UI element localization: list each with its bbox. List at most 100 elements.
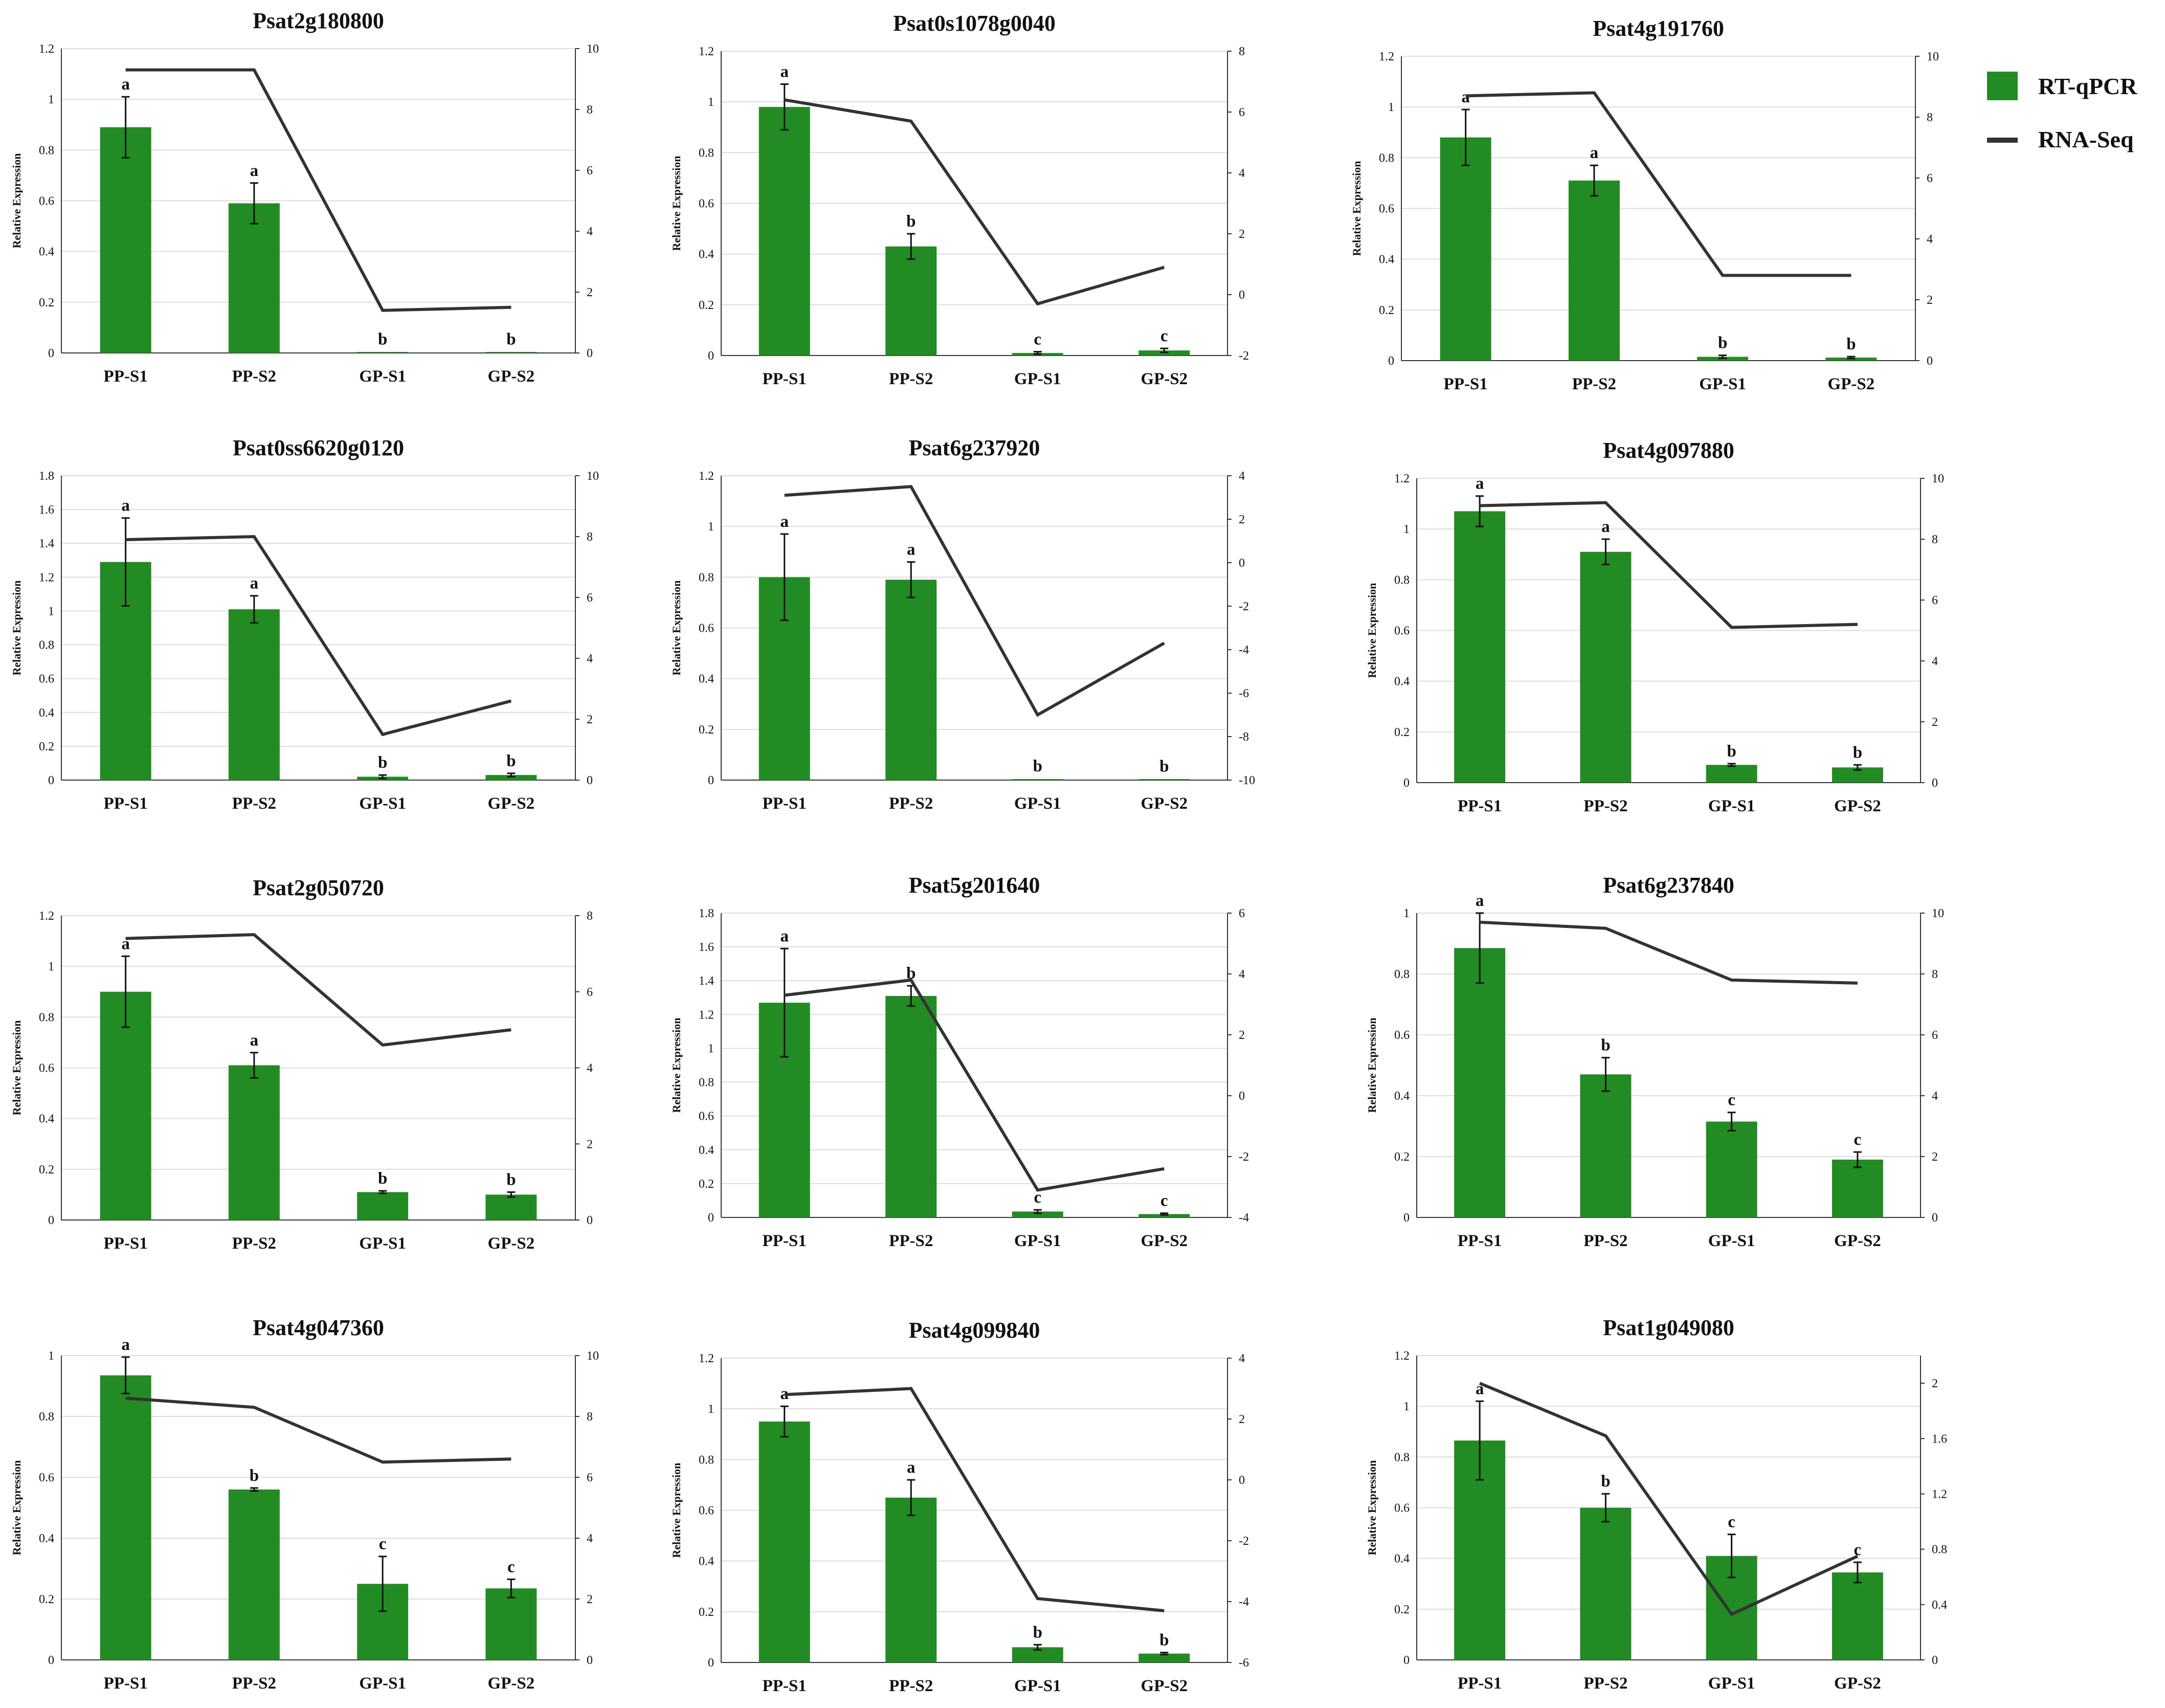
- bar: [1012, 779, 1063, 780]
- significance-label: b: [378, 330, 387, 349]
- y-tick-label: 0.8: [1394, 573, 1410, 587]
- y-tick-label: 0.6: [699, 1110, 714, 1123]
- y2-tick-label: 2: [1932, 1377, 1938, 1390]
- y2-tick-label: 1.2: [1932, 1488, 1947, 1501]
- chart-panel: Psat4g099840 0 0.2 0.4 0.6 0.8 1 1.2 -6 -4 -2 0 2 4 Re…: [670, 1318, 1249, 1695]
- significance-label: a: [1461, 88, 1470, 106]
- y-tick-label: 1.4: [39, 537, 54, 550]
- x-tick-label: GP-S2: [1834, 1674, 1881, 1693]
- significance-label: c: [379, 1535, 387, 1554]
- y-tick-label: 0.2: [699, 1178, 714, 1191]
- y2-tick-label: 0: [587, 1654, 593, 1667]
- chart-title: Psat4g047360: [253, 1315, 384, 1340]
- chart-title: Psat6g237840: [1603, 873, 1734, 898]
- y-tick-label: 0.2: [699, 723, 714, 737]
- y2-tick-label: 4: [1239, 968, 1245, 981]
- y-tick-label: 0.6: [39, 1062, 54, 1075]
- y2-tick-label: 2: [1927, 294, 1933, 307]
- y2-tick-label: 0: [1239, 1090, 1245, 1103]
- x-tick-label: PP-S1: [104, 794, 148, 813]
- x-tick-label: PP-S2: [232, 1674, 276, 1693]
- significance-label: b: [378, 753, 387, 772]
- chart-title: Psat0s1078g0040: [893, 11, 1056, 36]
- significance-label: a: [780, 513, 789, 531]
- x-tick-label: PP-S2: [1583, 797, 1627, 815]
- y2-tick-label: 6: [1927, 172, 1933, 185]
- y-tick-label: 0.4: [39, 246, 54, 259]
- y-tick-label: 0: [708, 1656, 714, 1670]
- x-tick-label: PP-S2: [1583, 1674, 1627, 1693]
- y2-tick-label: 0.8: [1932, 1543, 1947, 1557]
- bar: [228, 203, 280, 353]
- y-tick-label: 1.2: [699, 1352, 714, 1365]
- bar: [885, 1497, 937, 1662]
- y-axis-label: Relative Expression: [1366, 1460, 1378, 1556]
- bar: [1706, 765, 1757, 783]
- y2-tick-label: 0: [1927, 354, 1933, 368]
- y2-tick-label: -8: [1239, 730, 1249, 744]
- y2-tick-label: 1.6: [1932, 1432, 1947, 1446]
- significance-label: c: [1034, 330, 1041, 349]
- x-tick-label: GP-S2: [488, 1234, 535, 1253]
- rna-seq-line: [784, 485, 1165, 717]
- x-tick-label: GP-S1: [1014, 1677, 1061, 1695]
- y-tick-label: 1: [1403, 1400, 1410, 1413]
- y2-tick-label: 2: [1239, 1029, 1245, 1042]
- y-tick-label: 0.6: [699, 1504, 714, 1518]
- y2-tick-label: 2: [1932, 716, 1938, 729]
- y-tick-label: 0.2: [699, 299, 714, 312]
- rna-seq-line: [1479, 1382, 1859, 1616]
- significance-label: b: [506, 1170, 516, 1189]
- bar: [357, 1192, 409, 1220]
- y2-tick-label: 6: [1932, 1029, 1938, 1042]
- y-tick-label: 0.6: [699, 197, 714, 211]
- y-tick-label: 1: [708, 520, 714, 534]
- y-tick-label: 1: [48, 1349, 54, 1363]
- x-tick-label: GP-S1: [1708, 1674, 1755, 1693]
- y-tick-label: 1.2: [1394, 1349, 1410, 1363]
- significance-label: a: [121, 1336, 130, 1354]
- chart-panel: Psat2g050720 0 0.2 0.4 0.6 0.8 1 1.2 0 2 4 6 8 Relati…: [10, 875, 593, 1253]
- y-tick-label: 0: [1403, 777, 1410, 790]
- y-axis-label: Relative Expression: [670, 1463, 683, 1558]
- y2-tick-label: 4: [1927, 233, 1933, 246]
- bar: [758, 1421, 810, 1662]
- chart-title: Psat6g237920: [909, 435, 1040, 460]
- y2-tick-label: 0: [587, 774, 593, 787]
- y-tick-label: 1.4: [699, 974, 714, 988]
- chart-panel: Psat1g049080 0 0.2 0.4 0.6 0.8 1 1.2 0 0.4 0.8 1.2 1…: [1366, 1315, 1947, 1693]
- y2-tick-label: 8: [1932, 968, 1938, 981]
- y-axis-label: Relative Expression: [670, 1018, 683, 1113]
- y-tick-label: 0.8: [1379, 151, 1394, 165]
- y-tick-label: 0: [708, 349, 714, 363]
- y2-tick-label: 4: [1239, 1352, 1245, 1365]
- y-tick-label: 1: [48, 960, 54, 973]
- y2-tick-label: -10: [1239, 774, 1255, 787]
- y2-tick-label: 8: [587, 103, 593, 117]
- y-axis-label: Relative Expression: [1350, 161, 1363, 256]
- y-tick-label: 0: [1388, 354, 1394, 368]
- y2-tick-label: 6: [587, 591, 593, 605]
- significance-label: a: [1476, 1380, 1484, 1398]
- significance-label: a: [780, 927, 789, 945]
- significance-label: b: [1601, 1036, 1610, 1055]
- bar: [1440, 137, 1491, 361]
- y2-tick-label: 0: [587, 347, 593, 360]
- significance-label: b: [1718, 334, 1727, 352]
- bar: [1832, 1159, 1883, 1217]
- legend: RT-qPCR RNA-Seq: [1987, 72, 2137, 152]
- y-tick-label: 0.2: [1394, 1150, 1410, 1164]
- bar: [100, 127, 151, 353]
- significance-label: a: [121, 75, 130, 94]
- bar: [228, 1489, 280, 1660]
- significance-label: c: [1728, 1513, 1735, 1532]
- x-tick-label: PP-S1: [763, 1232, 807, 1250]
- significance-label: b: [1033, 1623, 1042, 1642]
- y-tick-label: 0.2: [1394, 726, 1410, 739]
- y2-tick-label: -2: [1239, 349, 1249, 363]
- x-tick-label: PP-S1: [104, 1674, 148, 1693]
- y-axis-label: Relative Expression: [10, 581, 23, 676]
- bar: [1454, 511, 1506, 783]
- x-tick-label: PP-S2: [1583, 1232, 1627, 1250]
- y2-tick-label: -2: [1239, 1535, 1249, 1548]
